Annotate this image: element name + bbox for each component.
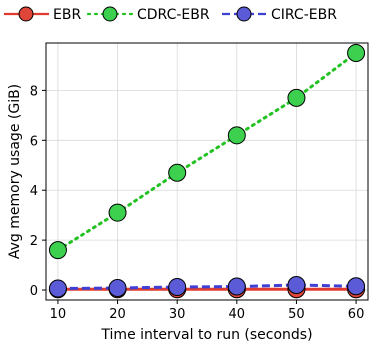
data-point-series-1 (287, 88, 306, 107)
legend: EBR CDRC-EBR CIRC-EBR (4, 6, 337, 23)
legend-label-0: EBR (53, 7, 81, 23)
data-point-series-2 (108, 279, 127, 298)
series-lines (56, 51, 358, 291)
x-tick-label: 20 (109, 307, 126, 322)
plot-frame (45, 42, 369, 301)
series-markers (48, 43, 366, 299)
x-axis-ticks: 10 20 30 40 50 60 (50, 300, 365, 322)
y-tick-label: 0 (30, 284, 38, 299)
y-axis-ticks: 0 2 4 6 8 (30, 84, 46, 299)
x-tick-label: 50 (288, 307, 305, 322)
y-tick-label: 8 (30, 84, 38, 99)
legend-label-2: CIRC-EBR (271, 7, 337, 23)
x-axis-label: Time interval to run (seconds) (100, 327, 312, 343)
x-tick-label: 10 (50, 307, 67, 322)
data-point-series-1 (48, 241, 67, 260)
data-point-series-1 (168, 163, 187, 182)
legend-marker-2 (236, 6, 252, 22)
data-point-series-2 (48, 279, 67, 298)
data-point-series-2 (347, 277, 366, 296)
data-point-series-2 (168, 278, 187, 297)
x-tick-label: 40 (229, 307, 246, 322)
y-tick-label: 2 (30, 234, 38, 249)
y-axis-label: Avg memory usage (GiB) (7, 84, 23, 259)
grid (46, 43, 368, 300)
data-point-series-2 (227, 277, 246, 296)
data-point-series-2 (287, 276, 306, 295)
data-point-series-1 (347, 43, 366, 62)
series-line-1 (56, 51, 358, 252)
legend-marker-0 (18, 6, 34, 22)
y-tick-label: 6 (30, 134, 38, 149)
data-point-series-1 (108, 203, 127, 222)
series-line-2 (57, 283, 357, 291)
x-tick-label: 30 (169, 307, 186, 322)
data-point-series-1 (227, 126, 246, 145)
y-tick-label: 4 (30, 184, 38, 199)
legend-marker-1 (102, 6, 118, 22)
x-tick-label: 60 (348, 307, 365, 322)
legend-label-1: CDRC-EBR (137, 7, 210, 23)
